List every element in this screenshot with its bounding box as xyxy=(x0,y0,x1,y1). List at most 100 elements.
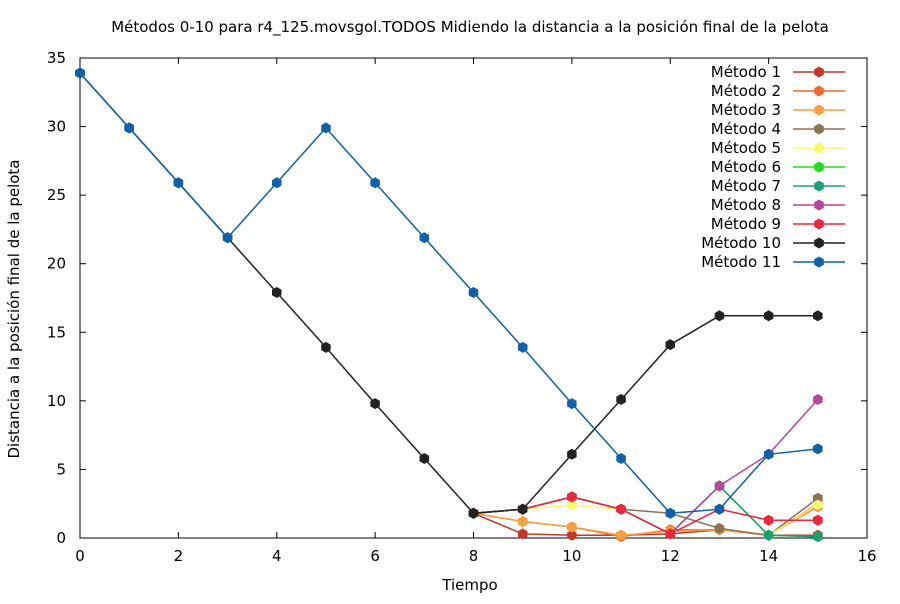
data-point xyxy=(763,529,774,541)
y-tick-label: 35 xyxy=(47,49,66,67)
legend-label: Método 5 xyxy=(711,139,781,157)
legend-entry: Método 10 xyxy=(701,234,845,252)
legend-label: Método 8 xyxy=(711,196,781,214)
series-line xyxy=(79,72,818,515)
data-point xyxy=(813,310,823,322)
data-point xyxy=(763,448,774,460)
data-point xyxy=(419,232,430,244)
data-point xyxy=(517,503,528,515)
data-point xyxy=(813,514,823,526)
y-tick-label: 25 xyxy=(47,186,66,204)
legend-label: Método 3 xyxy=(711,101,781,119)
legend-entry: Método 9 xyxy=(711,215,845,233)
axis-ticks: 0 2 4 6 8 10 12 14 16 0 5 10 15 20 25 30 35 xyxy=(47,49,877,565)
legend-label: Método 9 xyxy=(711,215,781,233)
data-point xyxy=(370,177,380,189)
legend-entry: Método 3 xyxy=(711,101,845,119)
legend-marker xyxy=(814,256,824,268)
legend-entry: Método 2 xyxy=(711,82,845,100)
legend-marker xyxy=(814,180,824,192)
legend-label: Método 1 xyxy=(711,63,781,81)
series-layer xyxy=(75,67,823,543)
legend-marker xyxy=(814,104,824,116)
legend-entry: Método 11 xyxy=(701,253,845,271)
legend-marker xyxy=(814,218,824,230)
data-point xyxy=(517,516,528,527)
legend-label: Método 4 xyxy=(711,120,781,138)
x-tick-label: 14 xyxy=(759,547,778,565)
series-line xyxy=(473,496,819,537)
legend-marker xyxy=(814,199,824,211)
y-tick-label: 15 xyxy=(47,323,66,341)
data-point xyxy=(567,521,577,533)
legend-label: Método 11 xyxy=(701,253,781,271)
data-point xyxy=(124,122,134,134)
data-point xyxy=(714,503,725,515)
legend-label: Método 10 xyxy=(701,234,781,252)
legend-marker xyxy=(814,161,824,173)
data-point xyxy=(517,341,528,353)
data-point xyxy=(468,507,479,519)
data-point xyxy=(321,122,331,134)
data-point xyxy=(567,499,577,511)
data-point xyxy=(714,522,725,534)
legend-label: Método 2 xyxy=(711,82,781,100)
y-tick-label: 20 xyxy=(47,255,66,273)
y-tick-label: 30 xyxy=(47,118,66,136)
legend-marker xyxy=(814,123,824,135)
legend-label: Método 6 xyxy=(711,158,781,176)
legend-marker xyxy=(814,66,824,78)
x-tick-label: 2 xyxy=(174,547,184,565)
legend-entry: Método 5 xyxy=(711,139,845,157)
x-tick-label: 8 xyxy=(469,547,479,565)
legend-marker xyxy=(814,85,824,97)
legend-label: Método 7 xyxy=(711,177,781,195)
data-point xyxy=(665,339,675,351)
series-11 xyxy=(75,67,823,519)
legend-marker xyxy=(814,142,824,154)
data-point xyxy=(173,177,184,189)
series-line xyxy=(473,496,818,535)
x-axis-label: Tiempo xyxy=(441,576,497,594)
data-point xyxy=(517,528,528,540)
x-tick-label: 16 xyxy=(857,547,876,565)
x-tick-label: 4 xyxy=(272,547,282,565)
data-point xyxy=(419,453,430,464)
series-line xyxy=(473,398,819,535)
data-point xyxy=(567,448,577,460)
data-point xyxy=(763,310,774,322)
y-axis-label: Distancia a la posición final de la pelo… xyxy=(5,159,23,458)
chart-title: Métodos 0-10 para r4_125.movsgol.TODOS M… xyxy=(111,18,829,37)
data-point xyxy=(567,398,577,410)
x-tick-label: 10 xyxy=(562,547,581,565)
data-point xyxy=(616,453,626,464)
data-point xyxy=(468,287,479,298)
data-point xyxy=(222,232,233,244)
data-point xyxy=(763,514,774,526)
data-point xyxy=(813,394,823,405)
y-tick-label: 5 xyxy=(56,460,66,478)
series-line xyxy=(79,72,818,515)
y-tick-label: 10 xyxy=(47,392,66,410)
x-tick-label: 0 xyxy=(75,547,85,565)
data-point xyxy=(272,287,282,298)
legend-entry: Método 7 xyxy=(711,177,845,195)
x-tick-label: 12 xyxy=(661,547,680,565)
data-point xyxy=(567,491,577,503)
data-point xyxy=(665,528,675,540)
data-point xyxy=(813,499,823,511)
data-point xyxy=(616,503,626,515)
legend-entry: Método 6 xyxy=(711,158,845,176)
legend-entry: Método 1 xyxy=(711,63,845,81)
data-point xyxy=(714,310,725,322)
data-point xyxy=(75,67,85,79)
legend-entry: Método 8 xyxy=(711,196,845,214)
data-point xyxy=(714,480,725,492)
y-tick-label: 0 xyxy=(56,529,66,547)
data-point xyxy=(272,177,282,189)
data-point xyxy=(616,394,626,405)
data-point xyxy=(370,398,380,410)
